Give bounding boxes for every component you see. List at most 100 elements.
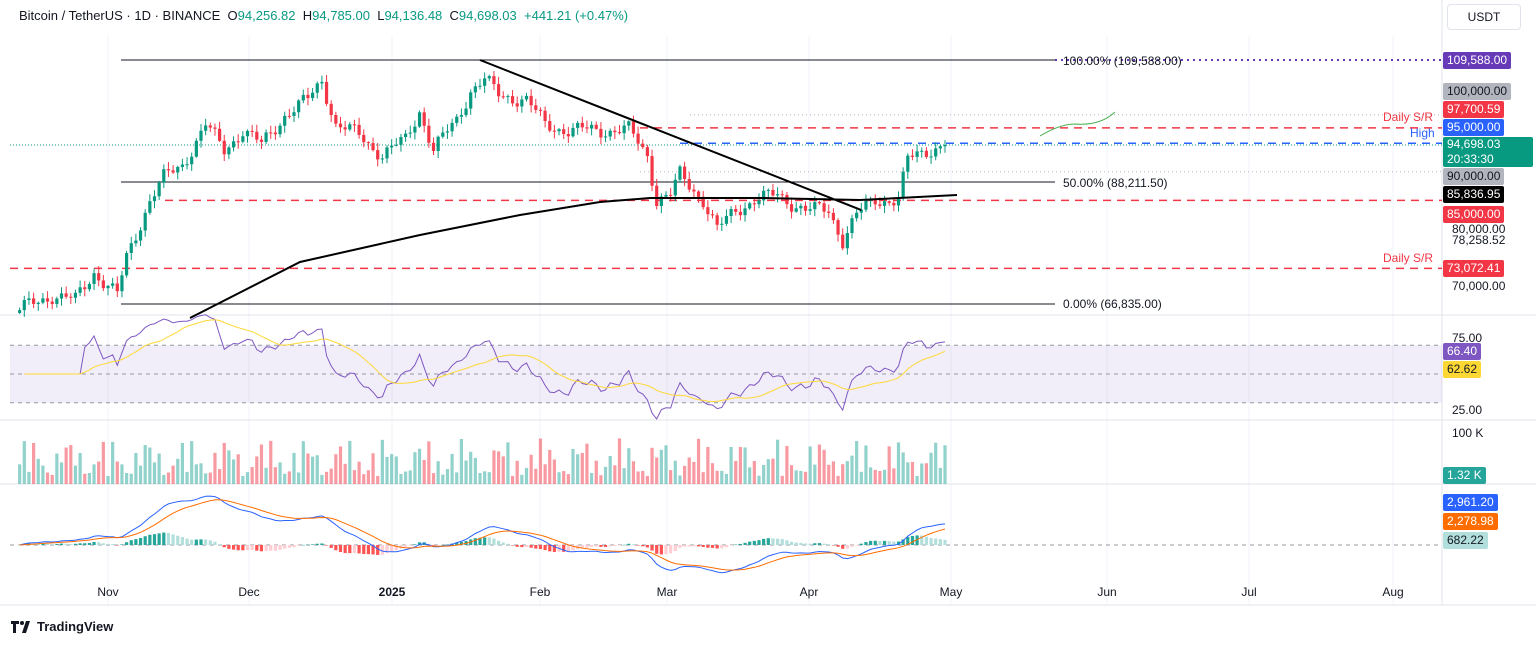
candle-body: [22, 300, 26, 311]
volume-bar: [334, 454, 338, 484]
macd-histogram-bar: [208, 540, 212, 545]
candle-body: [859, 209, 863, 213]
macd-histogram-bar: [841, 545, 845, 549]
candle-body: [878, 204, 882, 206]
macd-histogram-bar: [59, 543, 64, 545]
candle-body: [455, 116, 459, 123]
candle-body: [492, 76, 496, 85]
candle-body: [111, 283, 115, 286]
candle-body: [497, 84, 501, 97]
volume-bar: [143, 445, 147, 484]
volume-bar: [92, 464, 96, 484]
volume-bar: [738, 446, 742, 484]
macd-histogram-bar: [599, 545, 603, 547]
candle-body: [199, 130, 203, 141]
macd-histogram-bar: [143, 536, 147, 545]
macd-histogram-bar: [785, 540, 789, 545]
candle-body: [571, 127, 575, 137]
candle-body: [934, 148, 938, 157]
macd-histogram-bar: [218, 544, 222, 545]
macd-histogram-bar: [245, 545, 250, 550]
macd-histogram-bar: [734, 544, 738, 546]
macd-histogram-bar: [636, 545, 640, 546]
price-tag-85k: 85,000.00: [1443, 206, 1505, 223]
volume-bar: [896, 442, 901, 484]
macd-histogram-bar: [631, 544, 636, 545]
volume-bar: [822, 449, 826, 484]
macd-histogram-bar: [199, 539, 203, 545]
volume-bar: [715, 470, 719, 484]
macd-histogram-bar: [608, 545, 612, 547]
macd-histogram-bar: [552, 545, 556, 552]
macd-histogram-bar: [487, 537, 491, 545]
volume-bar: [752, 461, 756, 484]
volume-bar: [231, 459, 236, 484]
candle-body: [50, 301, 54, 304]
volume-bar: [673, 460, 677, 484]
macd-histogram-bar: [115, 545, 119, 546]
candle-body: [352, 124, 357, 126]
volume-bar: [659, 449, 663, 484]
time-axis-label: Jun: [1097, 585, 1117, 599]
volume-bar: [696, 438, 701, 484]
macd-histogram-bar: [273, 545, 277, 551]
macd-histogram-bar: [724, 545, 729, 548]
volume-bar: [352, 470, 357, 484]
price-tag-ma200: 85,836.95: [1443, 186, 1505, 203]
volume-bar: [859, 471, 863, 484]
volume-bar: [399, 473, 403, 484]
tradingview-logo[interactable]: TradingView: [11, 619, 113, 634]
candle-body: [827, 211, 831, 213]
volume-bar: [831, 461, 835, 484]
candle-body: [501, 96, 505, 98]
macd-histogram-bar: [162, 532, 166, 545]
candle-body: [218, 128, 222, 141]
volume-bar: [194, 464, 198, 484]
macd-histogram-bar: [622, 544, 626, 546]
volume-bar: [580, 452, 584, 484]
candle-body: [255, 131, 259, 140]
candle-body: [803, 205, 808, 211]
volume-bar: [762, 464, 766, 484]
macd-histogram-bar: [445, 544, 450, 545]
volume-bar: [408, 470, 412, 484]
volume-bar: [306, 453, 310, 484]
symbol-title[interactable]: Bitcoin / TetherUS · 1D · BINANCE: [19, 8, 221, 23]
volume-bar: [678, 475, 682, 484]
candle-body: [515, 103, 519, 107]
currency-button[interactable]: USDT: [1447, 4, 1521, 30]
candle-body: [32, 298, 36, 304]
macd-histogram-bar: [376, 545, 380, 555]
macd-histogram-bar: [264, 545, 268, 551]
volume-bar: [855, 441, 859, 484]
candle-body: [138, 230, 143, 241]
macd-histogram-bar: [213, 541, 217, 545]
macd-histogram-bar: [431, 545, 436, 546]
candle-body: [45, 298, 50, 302]
macd-histogram-bar: [859, 543, 863, 545]
macd-histogram-bar: [404, 545, 408, 547]
candle-body: [771, 189, 775, 196]
candle-body: [915, 151, 919, 157]
macd-histogram-bar: [896, 541, 901, 545]
candle-body: [780, 194, 784, 196]
macd-histogram-bar: [166, 533, 171, 545]
macd-histogram-bar: [664, 545, 668, 555]
time-axis-label: Aug: [1382, 585, 1404, 599]
candle-body: [283, 115, 287, 126]
macd-histogram-bar: [473, 538, 477, 545]
volume-bar: [510, 475, 515, 484]
volume-bar: [413, 452, 417, 484]
volume-bar: [380, 439, 384, 484]
macd-histogram-bar: [655, 545, 659, 554]
candle-body: [724, 215, 729, 224]
volume-bar: [562, 471, 566, 484]
candle-body: [636, 133, 640, 144]
macd-histogram-bar: [50, 544, 54, 545]
volume-bar: [627, 448, 631, 484]
macd-histogram-bar: [362, 545, 366, 555]
candle-body: [901, 171, 905, 199]
candle-body: [83, 287, 87, 290]
volume-bar: [371, 453, 375, 484]
